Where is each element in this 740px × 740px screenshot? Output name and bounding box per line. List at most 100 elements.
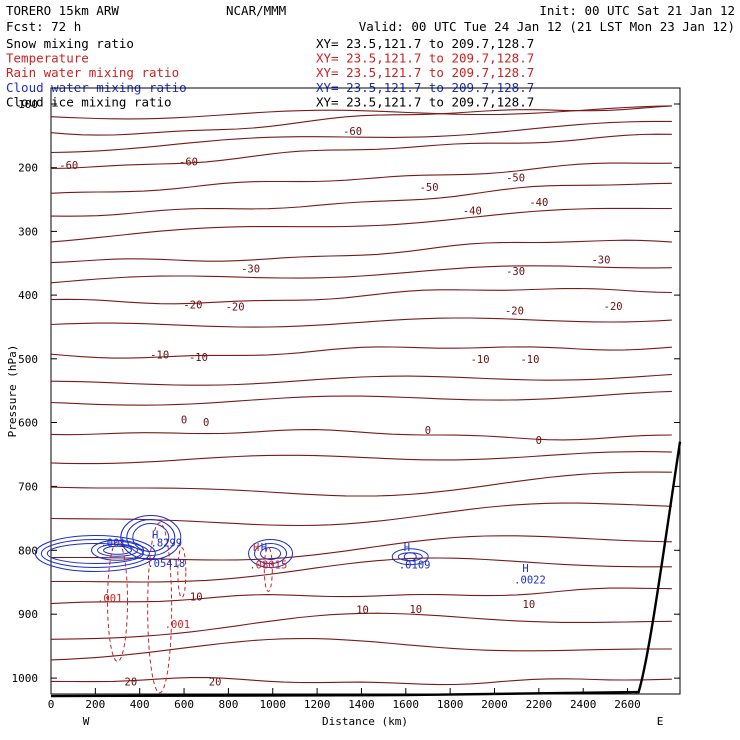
terrain-surface	[50, 441, 682, 698]
isotherm-label: -40	[463, 205, 482, 217]
isotherm-line	[50, 133, 672, 170]
x-tick-label: 600	[174, 698, 194, 711]
x-tick-label: 2400	[570, 698, 597, 711]
isotherm-label: -60	[179, 156, 198, 168]
legend-item-name: Cloud ice mixing ratio	[6, 94, 172, 109]
init-time: Init: 00 UTC Sat 21 Jan 12	[539, 3, 735, 18]
x-tick-label: 1600	[393, 698, 420, 711]
y-tick-label: 100	[18, 98, 38, 111]
isotherm-label: -30	[506, 266, 525, 278]
isotherm-label: -50	[506, 172, 525, 184]
terrain-line	[50, 441, 682, 698]
isotherm-line	[51, 557, 672, 583]
rain-water-contour	[177, 547, 187, 599]
isotherm-line	[50, 638, 672, 661]
forecast-hour: Fcst: 72 h	[6, 19, 81, 34]
isotherm-line	[50, 429, 672, 441]
isotherm-line	[50, 120, 672, 154]
isotherm-label: -20	[604, 301, 623, 313]
x-tick-label: 2600	[614, 698, 641, 711]
isotherm-label: -50	[420, 182, 439, 194]
isotherm-label: 10	[190, 591, 203, 603]
cloud-water-label: H	[152, 529, 158, 541]
isotherm-line	[50, 162, 672, 194]
isotherm-line	[50, 207, 672, 243]
cloud-water-label: .0022	[514, 575, 546, 587]
legend-item-name: Snow mixing ratio	[6, 36, 134, 51]
legend-item-xy: XY= 23.5,121.7 to 209.7,128.7	[316, 36, 534, 51]
cloud-water-label: .05418	[147, 558, 185, 570]
isotherm-label: -10	[150, 349, 169, 361]
cloud-water-contour	[132, 523, 170, 553]
isotherm-label: 0	[536, 435, 542, 447]
isotherm-line	[50, 451, 672, 465]
isotherm-line	[50, 265, 672, 284]
isotherm-line	[50, 535, 672, 561]
rain-water-contour	[263, 546, 273, 592]
x-tick-label: 0	[48, 698, 55, 711]
cloud-water-label: .8299	[151, 538, 183, 550]
cloud-water-contour	[40, 538, 150, 568]
x-axis-label: Distance (km)	[322, 715, 408, 728]
cloud-water-label: .001	[100, 538, 125, 550]
x-tick-label: 2000	[481, 698, 508, 711]
cloud-water-contours	[34, 515, 429, 572]
isotherm-label: 10	[409, 604, 422, 616]
legend-item-name: Rain water mixing ratio	[6, 65, 179, 80]
cloud-water-label: H	[522, 563, 528, 575]
cloud-water-label: H	[404, 542, 410, 554]
isotherm-label: -20	[505, 305, 524, 317]
legend-item-xy: XY= 23.5,121.7 to 209.7,128.7	[316, 80, 534, 95]
isotherm-label: 10	[356, 605, 369, 617]
isotherm-label: 10	[523, 599, 536, 611]
temperature-isotherms	[50, 105, 672, 686]
isotherm-line	[50, 373, 672, 386]
x-tick-label: 2200	[526, 698, 553, 711]
y-tick-label: 900	[18, 608, 38, 621]
isotherm-line	[50, 239, 672, 264]
cloud-water-contour	[391, 548, 429, 566]
rain-water-contour	[107, 540, 129, 662]
y-tick-label: 400	[18, 289, 38, 302]
x-tick-label: 1200	[304, 698, 331, 711]
rain-water-label: .001	[165, 619, 190, 631]
axes: 0 200 400 600 800 1000 1200 1400 1600 1800 2000 220…	[12, 98, 680, 711]
x-tick-label: 800	[218, 698, 238, 711]
rain-water-label: H	[253, 542, 259, 554]
east-end-label: E	[657, 715, 664, 728]
y-axis-label: Pressure (hPa)	[6, 345, 19, 438]
isotherm-line	[50, 182, 672, 217]
y-tick-label: 700	[18, 480, 38, 493]
cloud-water-contour	[260, 546, 282, 560]
isotherm-line	[50, 502, 672, 527]
west-end-label: W	[83, 715, 90, 728]
isotherm-label: 20	[125, 676, 138, 688]
isotherm-line	[50, 105, 672, 120]
cloud-water-contour	[97, 543, 139, 557]
valid-time: Valid: 00 UTC Tue 24 Jan 12 (21 LST Mon …	[359, 19, 735, 34]
rain-water-label: .001	[97, 593, 122, 605]
cloud-water-contour	[103, 545, 133, 555]
legend-item-name: Temperature	[6, 51, 89, 66]
isotherm-label: 0	[203, 417, 209, 429]
x-tick-label: 200	[85, 698, 105, 711]
isotherm-label: -10	[471, 354, 490, 366]
cloud-water-label: .0109	[399, 559, 431, 571]
isotherm-line	[50, 612, 672, 640]
legend: Snow mixing ratio XY= 23.5,121.7 to 209.7…	[6, 36, 534, 109]
rain-water-contours	[107, 522, 273, 694]
center-label: NCAR/MMM	[226, 3, 286, 18]
isotherm-label: -40	[529, 197, 548, 209]
model-title: TORERO 15km ARW	[6, 3, 119, 18]
y-tick-label: 500	[18, 353, 38, 366]
isotherm-line	[50, 317, 672, 328]
isotherm-label: -60	[59, 160, 78, 172]
x-tick-label: 400	[130, 698, 150, 711]
cloud-water-contour	[126, 519, 176, 557]
y-tick-label: 300	[18, 225, 38, 238]
y-tick-label: 200	[18, 162, 38, 175]
x-tick-label: 1800	[437, 698, 464, 711]
isotherm-label: 0	[181, 414, 187, 426]
isotherm-line	[50, 390, 672, 406]
isotherm-label: -10	[189, 352, 208, 364]
